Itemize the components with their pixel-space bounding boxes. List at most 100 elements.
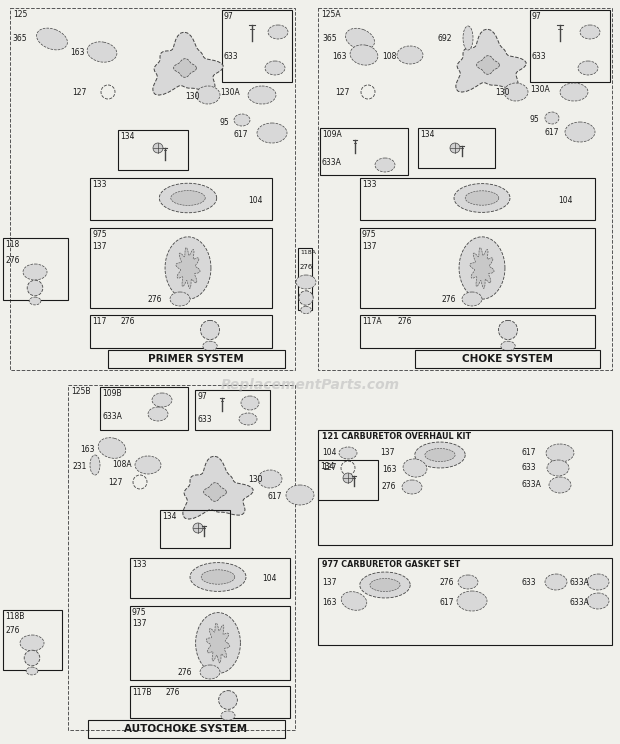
Text: 134: 134 bbox=[320, 462, 335, 471]
Text: 163: 163 bbox=[332, 52, 347, 61]
Polygon shape bbox=[196, 612, 241, 673]
Text: 125A: 125A bbox=[321, 10, 340, 19]
Text: 231: 231 bbox=[72, 462, 86, 471]
Bar bbox=[415, 350, 600, 368]
Text: 121 CARBURETOR OVERHAUL KIT: 121 CARBURETOR OVERHAUL KIT bbox=[322, 432, 471, 441]
Circle shape bbox=[24, 650, 40, 666]
Circle shape bbox=[153, 143, 163, 153]
Ellipse shape bbox=[545, 574, 567, 590]
Text: 276: 276 bbox=[440, 578, 454, 587]
Ellipse shape bbox=[234, 114, 250, 126]
Ellipse shape bbox=[203, 341, 217, 351]
Text: 130: 130 bbox=[495, 88, 510, 97]
Ellipse shape bbox=[170, 292, 190, 306]
Ellipse shape bbox=[296, 275, 316, 289]
Text: 127: 127 bbox=[108, 478, 122, 487]
Text: AUTOCHOKE SYSTEM: AUTOCHOKE SYSTEM bbox=[125, 724, 247, 734]
Circle shape bbox=[27, 280, 43, 296]
Ellipse shape bbox=[375, 158, 395, 172]
Text: 127: 127 bbox=[72, 88, 86, 97]
Ellipse shape bbox=[545, 112, 559, 124]
Text: 104: 104 bbox=[322, 448, 337, 457]
Polygon shape bbox=[153, 32, 223, 95]
Circle shape bbox=[200, 321, 219, 339]
Bar bbox=[298, 248, 312, 310]
Text: 276: 276 bbox=[442, 295, 456, 304]
Ellipse shape bbox=[587, 574, 609, 590]
Text: 127: 127 bbox=[322, 463, 337, 472]
Text: 104: 104 bbox=[558, 196, 572, 205]
Ellipse shape bbox=[580, 25, 600, 39]
Ellipse shape bbox=[87, 42, 117, 62]
Circle shape bbox=[219, 690, 237, 709]
Ellipse shape bbox=[341, 591, 367, 610]
Text: 163: 163 bbox=[322, 598, 337, 607]
Text: 117A: 117A bbox=[362, 317, 382, 326]
Ellipse shape bbox=[350, 45, 378, 65]
Ellipse shape bbox=[200, 665, 220, 679]
Text: 977 CARBURETOR GASKET SET: 977 CARBURETOR GASKET SET bbox=[322, 560, 460, 569]
Bar bbox=[195, 390, 270, 430]
Text: 108: 108 bbox=[382, 52, 396, 61]
Bar bbox=[108, 350, 285, 368]
Text: 104: 104 bbox=[248, 196, 262, 205]
Ellipse shape bbox=[239, 413, 257, 425]
Ellipse shape bbox=[339, 447, 357, 459]
Ellipse shape bbox=[458, 575, 478, 589]
Ellipse shape bbox=[463, 26, 473, 50]
Bar bbox=[318, 430, 612, 545]
Text: 130: 130 bbox=[185, 92, 200, 101]
Text: 117: 117 bbox=[92, 317, 107, 326]
Text: 692: 692 bbox=[438, 34, 453, 43]
Polygon shape bbox=[456, 29, 526, 92]
Text: 276: 276 bbox=[398, 317, 412, 326]
Ellipse shape bbox=[248, 86, 276, 104]
Text: 633: 633 bbox=[532, 52, 547, 61]
Polygon shape bbox=[170, 190, 205, 205]
Polygon shape bbox=[183, 456, 253, 519]
Text: 163: 163 bbox=[80, 445, 94, 454]
Ellipse shape bbox=[98, 437, 126, 458]
Bar bbox=[3, 238, 68, 300]
Ellipse shape bbox=[397, 46, 423, 64]
Text: 276: 276 bbox=[5, 626, 19, 635]
Text: 95: 95 bbox=[530, 115, 540, 124]
Text: 108A: 108A bbox=[112, 460, 131, 469]
Ellipse shape bbox=[152, 393, 172, 407]
Text: 137: 137 bbox=[380, 448, 394, 457]
Ellipse shape bbox=[403, 459, 427, 477]
Bar bbox=[160, 510, 230, 548]
Polygon shape bbox=[203, 483, 226, 501]
Polygon shape bbox=[159, 183, 217, 213]
Text: 617: 617 bbox=[234, 130, 249, 139]
Circle shape bbox=[450, 143, 460, 153]
Text: 130A: 130A bbox=[220, 88, 240, 97]
Text: 97: 97 bbox=[224, 12, 234, 21]
Text: 276: 276 bbox=[300, 264, 313, 270]
Polygon shape bbox=[425, 449, 455, 461]
Ellipse shape bbox=[462, 292, 482, 306]
Bar bbox=[318, 558, 612, 645]
Polygon shape bbox=[202, 570, 235, 584]
Text: 633: 633 bbox=[224, 52, 239, 61]
Ellipse shape bbox=[265, 61, 285, 75]
Text: 365: 365 bbox=[322, 34, 337, 43]
Ellipse shape bbox=[578, 61, 598, 75]
Polygon shape bbox=[465, 190, 499, 205]
Ellipse shape bbox=[345, 28, 374, 50]
Text: 97: 97 bbox=[532, 12, 542, 21]
Text: 276: 276 bbox=[148, 295, 162, 304]
Ellipse shape bbox=[587, 593, 609, 609]
Bar bbox=[118, 130, 188, 170]
Text: 137: 137 bbox=[132, 619, 146, 628]
Ellipse shape bbox=[29, 297, 41, 305]
Text: 617: 617 bbox=[440, 598, 454, 607]
Ellipse shape bbox=[257, 123, 287, 143]
Ellipse shape bbox=[23, 264, 47, 280]
Ellipse shape bbox=[402, 480, 422, 494]
Text: 633A: 633A bbox=[570, 578, 590, 587]
Ellipse shape bbox=[301, 307, 311, 314]
Ellipse shape bbox=[196, 86, 220, 104]
Text: 97: 97 bbox=[197, 392, 206, 401]
Polygon shape bbox=[370, 579, 400, 591]
